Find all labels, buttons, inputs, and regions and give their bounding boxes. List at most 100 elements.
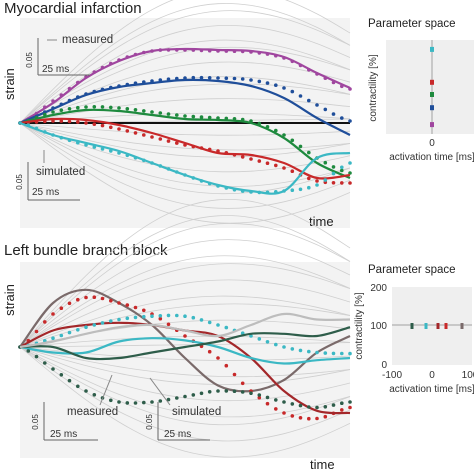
bottom-param-xtick-0: 0: [429, 370, 435, 381]
series-blue-simulated-point: [76, 95, 80, 99]
series-green-simulated-point: [216, 116, 220, 120]
series-darkgreen-simulated-point: [232, 389, 237, 394]
series-cyan-simulated-point: [298, 187, 303, 192]
series-cyan-simulated-point: [307, 185, 311, 190]
series-purple-simulated-point: [125, 55, 130, 59]
series-red-simulated-point: [100, 123, 105, 128]
series-blue-simulated-point: [142, 80, 146, 84]
series-purple-simulated-point: [59, 93, 64, 97]
series-purple-simulated-point: [92, 70, 97, 74]
series-cyan-simulated-point: [109, 319, 113, 323]
series-darkgreen-simulated-point: [142, 400, 146, 405]
series-red-simulated-point: [59, 119, 64, 123]
series-purple-simulated-point: [34, 111, 39, 116]
series-red-simulated-point: [43, 320, 47, 324]
series-red-simulated-point: [67, 301, 72, 306]
background-curve: [19, 39, 351, 124]
series-purple-simulated-point: [290, 59, 295, 64]
series-red-simulated-point: [240, 155, 245, 159]
top-scale-y-label-2: 0.05: [15, 174, 24, 190]
series-red-simulated-point: [257, 159, 262, 163]
background-curve: [19, 10, 351, 124]
series-green-simulated-point: [92, 105, 97, 109]
series-green-simulated-point: [59, 108, 64, 112]
top-scalebar-simulated: 0.05 25 ms simulated: [15, 150, 85, 201]
series-purple-simulated-point: [307, 68, 311, 72]
series-green-simulated-point: [125, 107, 130, 111]
series-blue-simulated-point: [265, 81, 270, 85]
param-point-cyan: [424, 323, 428, 329]
series-cyan-simulated-point: [142, 158, 146, 163]
series-darkgreen-simulated-point: [290, 402, 295, 406]
series-green-simulated-point: [76, 105, 80, 110]
series-darkgreen-simulated-point: [265, 395, 270, 400]
series-blue-simulated-point: [199, 75, 204, 80]
series-green-simulated-point: [265, 125, 270, 129]
series-green-simulated-point: [240, 117, 245, 122]
series-red-measured: [19, 117, 351, 180]
series-blue-simulated-point: [232, 76, 237, 81]
series-green-simulated-point: [257, 121, 262, 126]
series-darkgreen-simulated-point: [199, 391, 204, 396]
series-purple-simulated-point: [207, 48, 212, 53]
series-blue-simulated-point: [348, 119, 352, 123]
series-darkgreen-simulated-point: [76, 384, 80, 389]
series-cyan-simulated-point: [125, 153, 130, 158]
background-curve: [19, 279, 351, 348]
series-darkgreen-simulated-point: [67, 378, 72, 383]
series-darkgreen-simulated-point: [92, 393, 97, 397]
series-cyan-simulated-point: [43, 339, 47, 343]
series-blue-simulated-point: [166, 77, 171, 81]
series-cyan-measured: [19, 337, 351, 365]
series-cyan-simulated-point: [340, 165, 344, 170]
series-red-simulated-point: [142, 133, 146, 137]
series-green-simulated-point: [158, 111, 163, 115]
series-cyan-simulated-point: [216, 323, 220, 327]
series-red-simulated-point: [199, 146, 204, 150]
series-green-simulated-point: [142, 109, 146, 113]
series-green-simulated-point: [84, 105, 88, 109]
top-series: [18, 47, 352, 195]
series-red-simulated-point: [92, 295, 97, 300]
series-blue-simulated-point: [307, 98, 311, 103]
series-cyan-simulated-point: [92, 323, 97, 327]
series-red-simulated-point: [109, 298, 113, 303]
series-cyan-simulated-point: [224, 325, 229, 330]
series-red-simulated-point: [43, 119, 47, 124]
series-red-simulated-point: [133, 305, 138, 310]
series-cyan-simulated-point: [331, 351, 336, 356]
series-red-simulated-point: [183, 334, 187, 338]
series-cyan-simulated-point: [323, 351, 328, 355]
series-red-simulated-point: [240, 381, 245, 386]
series-red-simulated-point: [67, 119, 72, 124]
background-curve: [19, 122, 351, 209]
series-purple-simulated-point: [257, 51, 262, 55]
series-darkgreen-simulated-point: [59, 373, 64, 377]
series-purple-simulated-point: [150, 49, 154, 53]
series-purple-simulated-point: [348, 87, 352, 91]
series-purple-simulated-point: [166, 48, 171, 52]
series-cyan-simulated-point: [307, 349, 311, 354]
series-red-simulated-point: [340, 408, 344, 412]
series-cyan-simulated-point: [18, 121, 22, 125]
bottom-param-xtick-100: 100: [462, 370, 474, 381]
series-green-simulated-point: [232, 117, 237, 121]
top-ylabel: strain: [2, 68, 17, 100]
series-green-simulated-point: [109, 105, 113, 110]
series-blue-simulated-point: [109, 85, 113, 90]
series-cyan-simulated-point: [76, 328, 80, 332]
series-purple-simulated-point: [274, 53, 278, 58]
background-curve: [19, 122, 351, 151]
series-blue-simulated-point: [340, 116, 344, 120]
series-lightgray-measured: [19, 312, 351, 349]
series-cyan-simulated-point: [117, 151, 121, 155]
series-purple-simulated-point: [216, 49, 220, 53]
series-darkgreen-simulated-point: [175, 396, 179, 400]
series-green-simulated-point: [183, 114, 187, 118]
top-scale-x-label: 25 ms: [42, 64, 69, 75]
series-green-simulated-point: [199, 115, 204, 119]
series-purple-simulated-point: [84, 75, 88, 79]
series-blue-simulated-point: [100, 87, 105, 92]
series-cyan-simulated-point: [191, 176, 196, 180]
param-point-darkred: [436, 323, 440, 329]
